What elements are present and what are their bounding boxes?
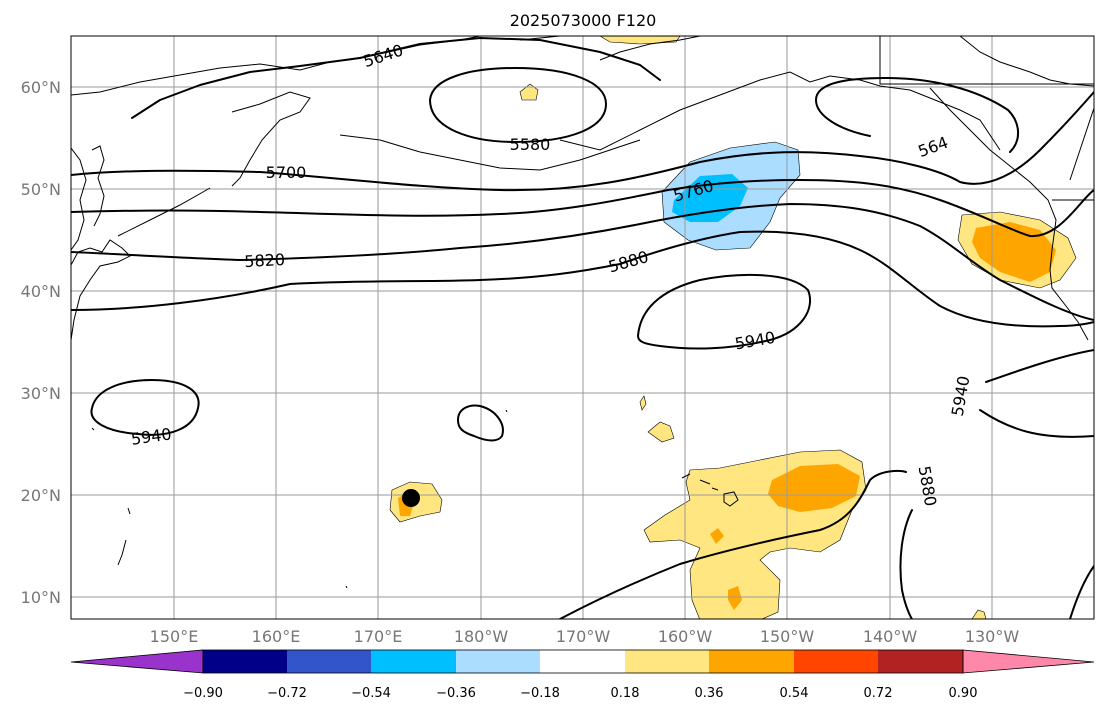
graticule (71, 36, 1094, 619)
location-marker (402, 489, 420, 507)
contour-label-5820: 5820 (244, 250, 286, 271)
anomaly-orange-northwest-us (972, 222, 1056, 282)
colorbar-tick-m018: −0.18 (520, 686, 560, 701)
colorbar-tick-090: 0.90 (949, 686, 978, 701)
colorbar-bin-2 (287, 650, 371, 673)
contour-label-5580: 5580 (510, 135, 551, 154)
lat-label-10n: 10°N (21, 588, 61, 607)
colorbar-bin-5 (540, 650, 625, 673)
lat-label-40n: 40°N (21, 282, 61, 301)
anomaly-shading (389, 36, 1077, 619)
latitude-labels: 60°N 50°N 40°N 30°N 20°N 10°N (21, 78, 61, 607)
lat-label-20n: 20°N (21, 486, 61, 505)
contour-5760 (71, 179, 1094, 238)
contour-label-564-east: 564 (916, 133, 951, 161)
anomaly-positive-small-2 (639, 395, 647, 411)
contour-label-5940-east: 5940 (948, 374, 974, 417)
colorbar-tick-072: 0.72 (864, 686, 893, 701)
colorbar-bin-7 (709, 650, 794, 673)
contour-5880-south-east (899, 509, 913, 619)
longitude-labels: 150°E 160°E 170°E 180°W 170°W 160°W 150°… (150, 627, 1020, 646)
height-contours (71, 37, 1094, 619)
contour-5940-east-2 (979, 409, 1094, 438)
contour-label-5940-north: 5940 (733, 328, 776, 354)
lon-label-160e: 160°E (252, 627, 301, 646)
colorbar-tick-m072: −0.72 (267, 686, 307, 701)
contour-5940-west-high (90, 379, 200, 436)
colorbar-tick-m090: −0.90 (183, 686, 223, 701)
plot-frame (70, 35, 1095, 620)
lat-label-50n: 50°N (21, 180, 61, 199)
lat-label-30n: 30°N (21, 384, 61, 403)
contour-5700 (71, 91, 1094, 192)
lon-label-170e: 170°E (354, 627, 403, 646)
contour-label-5640-north: 5640 (361, 40, 406, 71)
colorbar-bin-1 (203, 650, 287, 673)
contour-5820 (71, 203, 1094, 321)
anomaly-orange-small-2 (728, 586, 742, 610)
contour-label-5940-west: 5940 (130, 424, 173, 448)
contour-5580-low (429, 67, 607, 143)
lon-label-170w: 170°W (556, 627, 611, 646)
contour-5640-east (815, 77, 1019, 153)
colorbar-extend-high (962, 649, 1095, 674)
colorbar-tick-018: 0.18 (611, 686, 640, 701)
anomaly-positive-small-3 (971, 609, 987, 619)
colorbar-bin-4 (456, 650, 540, 673)
contour-label-5880-south: 5880 (915, 464, 941, 507)
colorbar-tick-036: 0.36 (695, 686, 724, 701)
anomaly-positive-small-1 (647, 421, 675, 443)
contour-5940-east-1 (985, 349, 1094, 383)
contour-5880-south (559, 470, 907, 619)
colorbar-bin-8 (794, 650, 878, 673)
colorbar-extend-low (70, 649, 204, 674)
lon-label-160w: 160°W (658, 627, 713, 646)
colorbar-tick-m036: −0.36 (436, 686, 476, 701)
colorbar-bin-9 (878, 650, 963, 673)
map-title: 2025073000 F120 (510, 11, 657, 30)
anomaly-positive-aleutian (519, 83, 539, 101)
anomaly-orange-hawaii (768, 464, 860, 512)
anomaly-orange-small-1 (710, 528, 724, 544)
coastlines (71, 36, 1094, 589)
colorbar: −0.90 −0.72 −0.54 −0.36 −0.18 0.18 0.36 … (70, 649, 1095, 701)
contour-5940-north-high (637, 273, 811, 350)
lon-label-130w: 130°W (965, 627, 1020, 646)
lon-label-180w: 180°W (454, 627, 509, 646)
colorbar-tick-054: 0.54 (780, 686, 809, 701)
colorbar-bin-3 (371, 650, 456, 673)
lat-label-60n: 60°N (21, 78, 61, 97)
lon-label-140w: 140°W (863, 627, 918, 646)
contour-label-5700: 5700 (266, 163, 307, 182)
contour-label-5880-north: 5880 (606, 247, 650, 276)
lon-label-150w: 150°W (760, 627, 815, 646)
anomaly-positive-arctic (599, 36, 681, 45)
contour-5880-north (71, 230, 1094, 328)
contour-5640-north (131, 37, 661, 119)
colorbar-tick-m054: −0.54 (351, 686, 391, 701)
contour-5940-small (457, 404, 504, 442)
lon-label-150e: 150°E (150, 627, 199, 646)
colorbar-bin-6 (625, 650, 709, 673)
